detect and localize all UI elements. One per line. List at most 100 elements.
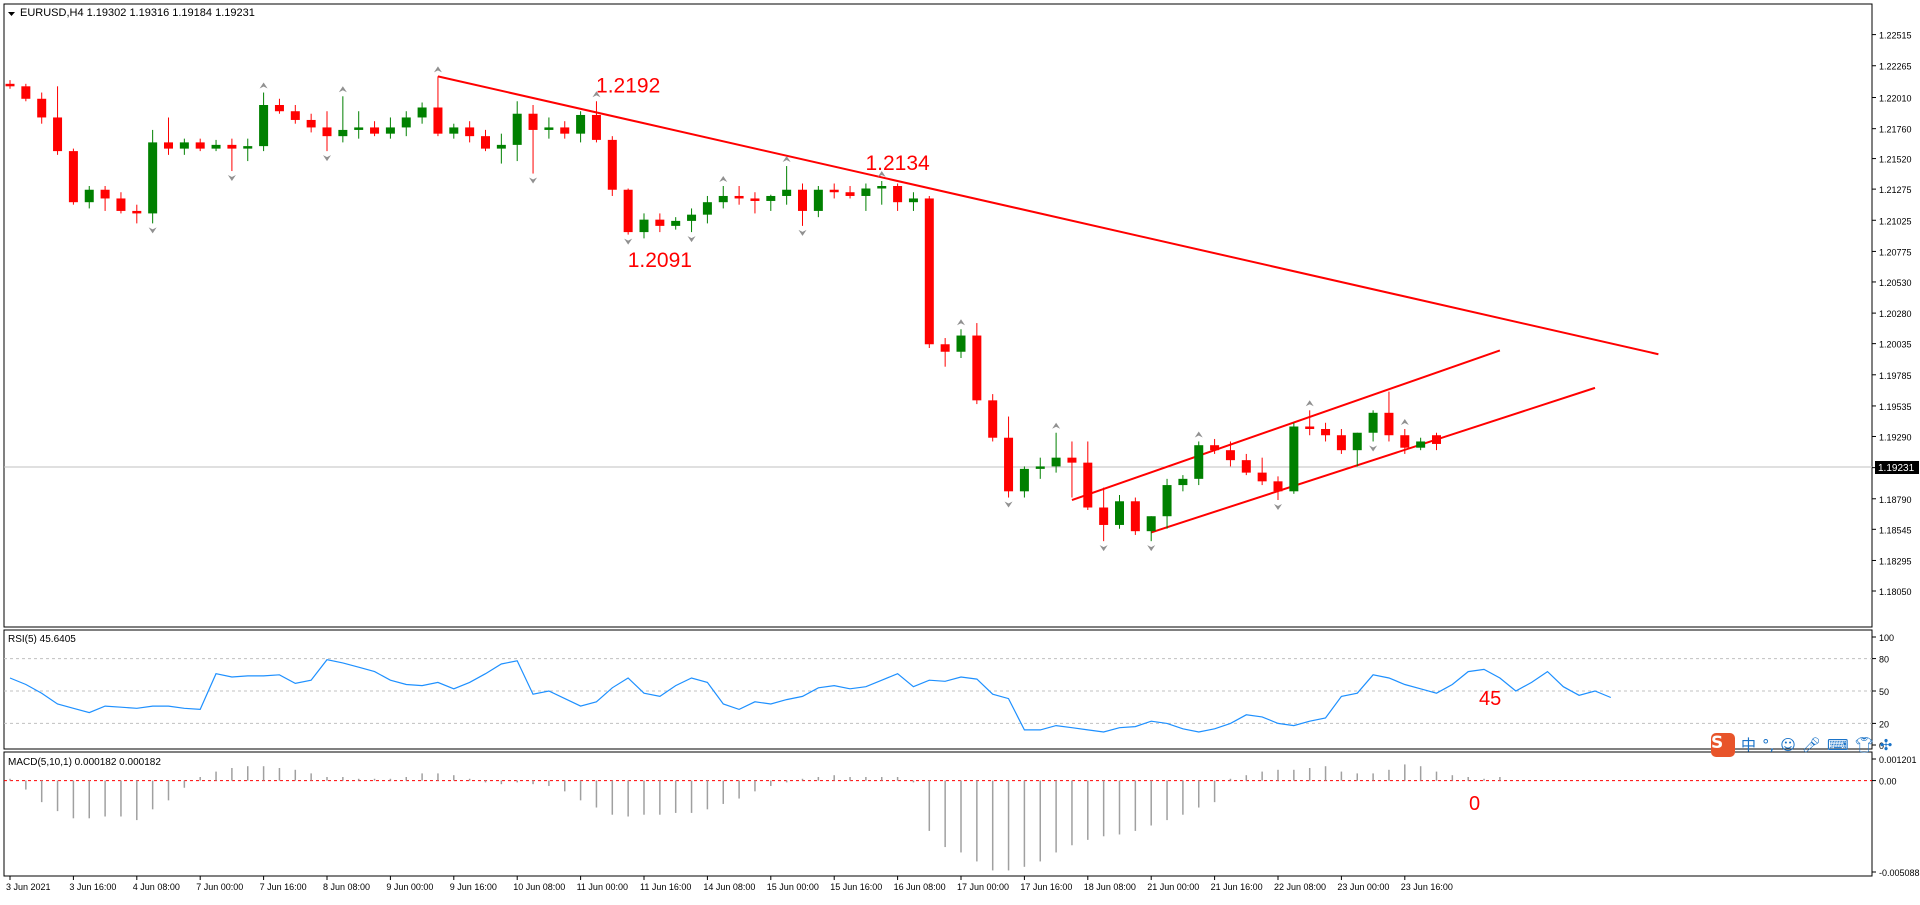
candle-bear xyxy=(1305,426,1315,429)
time-axis-label: 23 Jun 16:00 xyxy=(1401,882,1453,892)
time-axis-label: 21 Jun 00:00 xyxy=(1147,882,1199,892)
price-axis-label: 1.18295 xyxy=(1879,556,1912,566)
fractal-up-marker xyxy=(1194,431,1203,438)
candle-bull xyxy=(148,142,158,214)
candle-bull xyxy=(861,188,871,196)
candle-bear xyxy=(481,136,490,149)
price-annotation-label: 1.2192 xyxy=(596,75,660,98)
fractal-down-marker xyxy=(227,175,236,182)
candle-bear xyxy=(750,198,760,201)
price-axis-label: 1.22265 xyxy=(1879,62,1912,72)
time-axis-label: 15 Jun 00:00 xyxy=(767,882,819,892)
candle-bull xyxy=(1019,468,1029,492)
time-axis-label: 10 Jun 08:00 xyxy=(513,882,565,892)
trendline-channel-upper xyxy=(1071,349,1501,501)
candle-bear xyxy=(528,113,538,130)
candle-bull xyxy=(259,105,269,147)
fractal-up-marker xyxy=(259,82,268,89)
candles xyxy=(5,76,1441,542)
candle-bull xyxy=(243,146,253,149)
candle-bull xyxy=(512,113,522,145)
macd-side-label: 0 xyxy=(1469,793,1480,815)
candle-bull xyxy=(956,335,966,352)
candle-bull xyxy=(496,144,506,149)
candle-bear xyxy=(1273,481,1283,492)
fractal-up-marker xyxy=(433,66,442,73)
candle-bull xyxy=(702,202,712,215)
fractal-down-marker xyxy=(1004,501,1013,508)
time-axis-label: 22 Jun 08:00 xyxy=(1274,882,1326,892)
candle-bear xyxy=(1004,437,1014,492)
candle-bull xyxy=(401,117,411,128)
emoji-icon[interactable]: ☺ xyxy=(1780,736,1796,754)
candle-bull xyxy=(84,189,94,203)
macd-pane[interactable] xyxy=(3,751,1873,877)
triangle-down-icon[interactable] xyxy=(8,12,15,16)
price-axis-label: 1.22515 xyxy=(1879,31,1912,41)
candle-bear xyxy=(940,344,950,352)
candle-bull xyxy=(1289,426,1299,492)
fractal-down-marker xyxy=(1274,504,1282,511)
fractal-up-marker xyxy=(877,171,886,178)
candle-bear xyxy=(845,192,855,196)
chinese-mode-icon[interactable]: 中 xyxy=(1741,736,1757,754)
candle-bull xyxy=(766,195,776,201)
keyboard-icon[interactable]: ⌨ xyxy=(1826,736,1849,754)
candle-bear xyxy=(164,142,173,149)
candle-bear xyxy=(1067,457,1077,463)
candle-bull xyxy=(576,114,586,134)
fractal-down-marker xyxy=(798,229,807,236)
fractal-down-marker xyxy=(323,155,331,162)
time-axis-label: 21 Jun 16:00 xyxy=(1211,882,1263,892)
price-annotations: 1.2192 1.2134 1.2091 xyxy=(596,75,930,272)
candle-bear xyxy=(195,142,205,149)
candle-bear xyxy=(893,186,903,203)
candle-bear xyxy=(37,98,47,118)
rsi-axis-label: 20 xyxy=(1879,719,1889,729)
price-annotation-label: 1.2134 xyxy=(865,152,930,175)
punctuation-icon[interactable]: °, xyxy=(1762,736,1775,754)
rsi-axis-label: 80 xyxy=(1879,655,1889,665)
fractal-up-marker xyxy=(719,176,728,182)
time-axis-label: 17 Jun 00:00 xyxy=(957,882,1009,892)
candle-bear xyxy=(1400,435,1410,448)
price-axis-label: 1.19535 xyxy=(1879,402,1912,412)
candle-bull xyxy=(1194,445,1204,479)
ime-toolbar[interactable]: S 中 °, ☺ 🎤︎ ⌨ 👕︎ ✣ xyxy=(1711,733,1892,757)
rsi-pane[interactable] xyxy=(3,629,1873,750)
rsi-axis-label: 50 xyxy=(1879,687,1889,697)
candle-bear xyxy=(655,219,665,226)
macd-axis-label: -0.005088 xyxy=(1879,868,1920,878)
sogou-logo-icon[interactable]: S xyxy=(1711,733,1735,757)
microphone-icon[interactable]: 🎤︎ xyxy=(1801,736,1821,754)
price-pane[interactable] xyxy=(3,3,1873,628)
price-axis-label: 1.21025 xyxy=(1879,216,1912,226)
candle-bear xyxy=(1130,501,1140,532)
candle-bear xyxy=(227,144,237,149)
skin-icon[interactable]: 👕︎ xyxy=(1854,736,1874,754)
candle-bear xyxy=(734,195,744,199)
tools-icon[interactable]: ✣ xyxy=(1879,736,1893,754)
price-axis-label: 1.19785 xyxy=(1879,371,1912,381)
candle-bull xyxy=(449,127,459,134)
candle-bull xyxy=(354,127,364,130)
fractal-down-marker xyxy=(529,177,538,184)
candle-bear xyxy=(1336,435,1346,451)
candle-bear xyxy=(1241,460,1251,473)
time-axis-label: 14 Jun 08:00 xyxy=(703,882,755,892)
candle-bear xyxy=(972,335,982,401)
candle-bull xyxy=(687,214,697,221)
price-axis-label: 1.18790 xyxy=(1879,495,1912,505)
time-axis-label: 18 Jun 08:00 xyxy=(1084,882,1136,892)
price-axis-label: 1.19290 xyxy=(1879,432,1912,442)
candle-bull xyxy=(782,189,792,196)
candle-bear xyxy=(53,117,63,152)
fractal-markers xyxy=(148,66,1409,552)
candle-bull xyxy=(1051,457,1061,467)
candle-bull xyxy=(813,189,823,211)
candle-bull xyxy=(1035,466,1045,469)
rsi-indicator: 100 80 50 20 0 xyxy=(4,633,1894,751)
trendline-resistance xyxy=(437,75,1659,356)
